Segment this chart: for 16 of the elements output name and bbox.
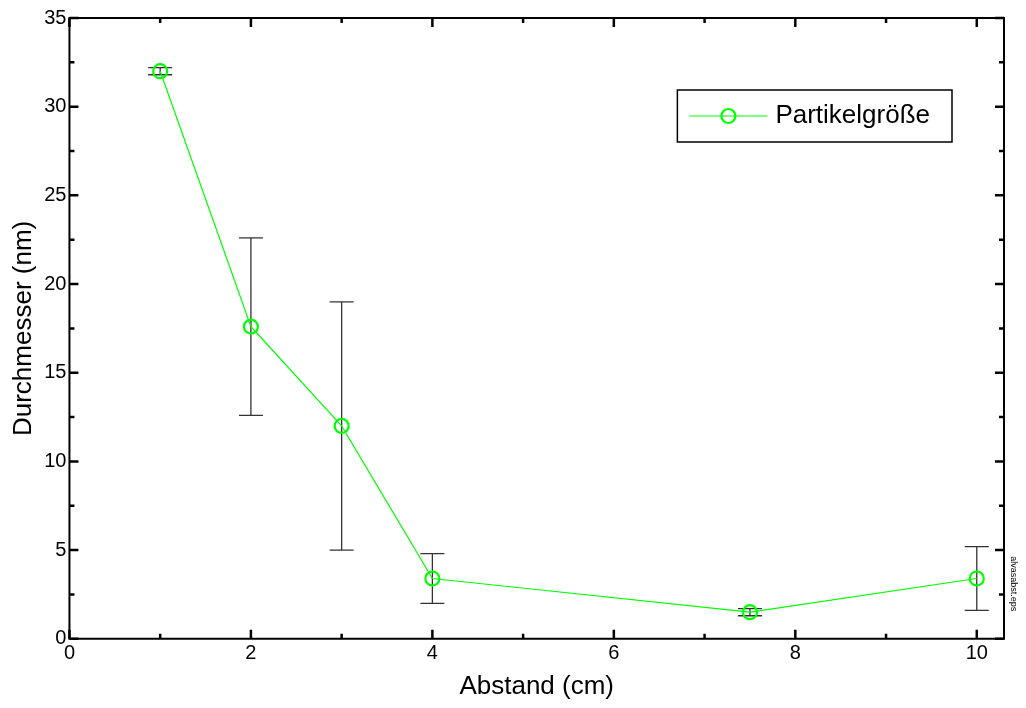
y-tick-label: 10 [44, 448, 67, 471]
x-tick-label: 6 [608, 641, 620, 664]
x-tick-label: 2 [245, 641, 257, 664]
y-tick-label: 25 [44, 182, 67, 205]
x-tick-label: 4 [426, 641, 438, 664]
y-tick-label: 20 [44, 271, 67, 294]
x-tick-label: 10 [965, 641, 988, 664]
x-axis-title: Abstand (cm) [459, 669, 615, 700]
y-tick-label: 5 [55, 537, 67, 560]
y-tick-label: 30 [44, 94, 67, 117]
x-tick-label: 8 [789, 641, 801, 664]
y-tick-label: 35 [44, 5, 67, 28]
text: alvasabst.eps [1008, 556, 1019, 612]
y-axis-title: Durchmesser (nm) [6, 220, 37, 437]
y-tick-label: 15 [44, 360, 67, 383]
legend-label: Partikelgröße [775, 99, 931, 130]
